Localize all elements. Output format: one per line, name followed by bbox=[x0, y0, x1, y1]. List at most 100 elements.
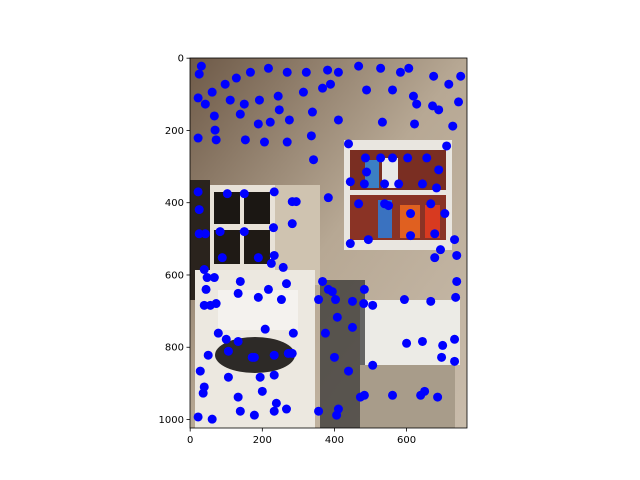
point bbox=[211, 299, 221, 309]
point bbox=[388, 85, 398, 95]
point bbox=[368, 300, 378, 310]
point bbox=[388, 153, 398, 163]
point bbox=[323, 193, 333, 203]
point bbox=[362, 85, 372, 95]
point bbox=[193, 187, 203, 197]
point bbox=[265, 117, 275, 127]
point bbox=[239, 189, 249, 199]
point bbox=[201, 284, 211, 294]
point bbox=[320, 328, 330, 338]
y-tick-label: 800 bbox=[165, 343, 184, 354]
point bbox=[380, 179, 390, 189]
point bbox=[404, 63, 414, 73]
point bbox=[273, 91, 283, 101]
point bbox=[269, 187, 279, 197]
point bbox=[399, 295, 409, 305]
point bbox=[450, 235, 460, 245]
point bbox=[452, 250, 462, 260]
point bbox=[288, 328, 298, 338]
point bbox=[314, 406, 324, 416]
y-tick-label: 200 bbox=[165, 126, 184, 137]
point bbox=[198, 388, 208, 398]
point bbox=[394, 179, 404, 189]
point bbox=[200, 229, 210, 239]
point bbox=[344, 139, 354, 149]
point bbox=[450, 334, 460, 344]
point bbox=[437, 352, 447, 362]
point bbox=[395, 67, 405, 77]
point bbox=[257, 386, 267, 396]
point bbox=[231, 73, 241, 83]
point bbox=[213, 328, 223, 338]
point bbox=[332, 312, 342, 322]
point bbox=[347, 296, 357, 306]
point bbox=[235, 109, 245, 119]
point bbox=[456, 71, 466, 81]
point bbox=[200, 99, 210, 109]
point bbox=[438, 340, 448, 350]
point bbox=[440, 209, 450, 219]
point bbox=[347, 322, 357, 332]
point bbox=[329, 352, 339, 362]
point bbox=[345, 239, 355, 249]
point bbox=[195, 366, 205, 376]
point bbox=[194, 69, 204, 79]
point bbox=[253, 253, 263, 263]
point bbox=[223, 372, 233, 382]
point bbox=[260, 324, 270, 334]
point bbox=[327, 287, 337, 297]
point bbox=[359, 299, 369, 309]
point bbox=[359, 284, 369, 294]
point bbox=[344, 366, 354, 376]
point bbox=[291, 197, 301, 207]
point bbox=[245, 67, 255, 77]
point bbox=[354, 61, 364, 71]
point bbox=[269, 406, 279, 416]
point bbox=[307, 107, 317, 117]
point bbox=[429, 71, 439, 81]
point bbox=[420, 386, 430, 396]
point bbox=[193, 93, 203, 103]
point bbox=[281, 279, 291, 289]
x-tick-label: 200 bbox=[253, 435, 272, 446]
point bbox=[221, 334, 231, 344]
point bbox=[282, 67, 292, 77]
point bbox=[220, 79, 230, 89]
point bbox=[403, 153, 413, 163]
point bbox=[193, 412, 203, 422]
point bbox=[249, 410, 259, 420]
point bbox=[435, 245, 445, 255]
point bbox=[426, 199, 436, 209]
point bbox=[287, 219, 297, 229]
point bbox=[282, 137, 292, 147]
point bbox=[263, 63, 273, 73]
axes-frame bbox=[189, 57, 468, 429]
point bbox=[271, 398, 281, 408]
point bbox=[359, 179, 369, 189]
point bbox=[360, 153, 370, 163]
point bbox=[433, 392, 443, 402]
point bbox=[406, 231, 416, 241]
point bbox=[444, 79, 454, 89]
point bbox=[253, 292, 263, 302]
point bbox=[384, 201, 394, 211]
point bbox=[259, 137, 269, 147]
point bbox=[451, 292, 461, 302]
point bbox=[448, 121, 458, 131]
point bbox=[278, 262, 288, 272]
point bbox=[301, 67, 311, 77]
point bbox=[215, 227, 225, 237]
y-tick-label: 600 bbox=[165, 270, 184, 281]
point bbox=[314, 295, 324, 305]
point bbox=[233, 392, 243, 402]
point bbox=[284, 115, 294, 125]
point bbox=[410, 119, 420, 129]
point bbox=[211, 135, 221, 145]
point bbox=[298, 87, 308, 97]
point bbox=[255, 372, 265, 382]
point bbox=[269, 350, 279, 360]
point bbox=[412, 99, 422, 109]
point bbox=[222, 189, 232, 199]
point bbox=[426, 296, 436, 306]
